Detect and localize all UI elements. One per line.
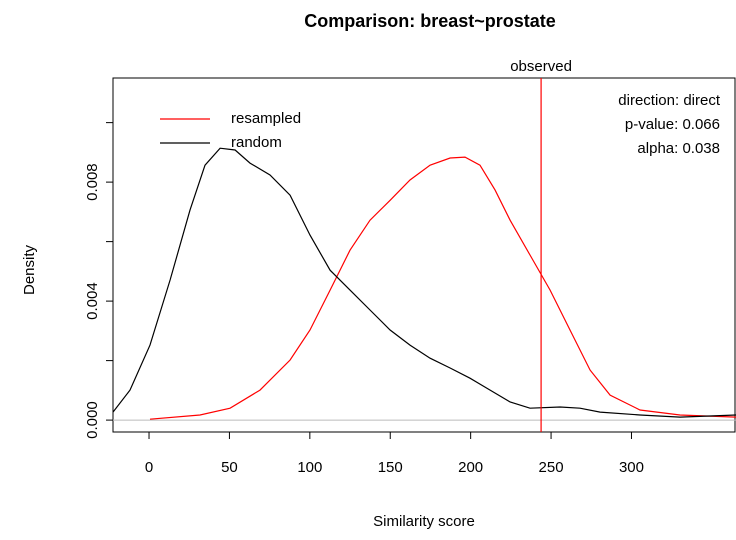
y-tick-label: 0.000 [84, 401, 101, 439]
x-tick-label: 300 [619, 459, 644, 476]
x-tick-label: 0 [145, 459, 153, 476]
x-axis-label: Similarity score [373, 513, 475, 530]
density-line [112, 147, 736, 418]
annotation: alpha: 0.038 [637, 140, 720, 157]
x-tick-label: 50 [221, 459, 238, 476]
x-tick-label: 150 [378, 459, 403, 476]
legend-label: random [231, 134, 282, 151]
annotation: p-value: 0.066 [625, 116, 720, 133]
density-line [149, 156, 736, 420]
x-tick-label: 250 [539, 459, 564, 476]
plot-frame [112, 77, 736, 433]
chart-title: Comparison: breast~prostate [304, 11, 556, 31]
y-tick-label: 0.008 [84, 163, 101, 201]
annotation: direction: direct [618, 92, 721, 109]
x-tick-label: 200 [458, 459, 483, 476]
y-tick-label: 0.004 [84, 282, 101, 320]
y-axis-label: Density [21, 244, 38, 295]
observed-label: observed [510, 58, 572, 75]
legend-label: resampled [231, 110, 301, 127]
x-tick-label: 100 [297, 459, 322, 476]
